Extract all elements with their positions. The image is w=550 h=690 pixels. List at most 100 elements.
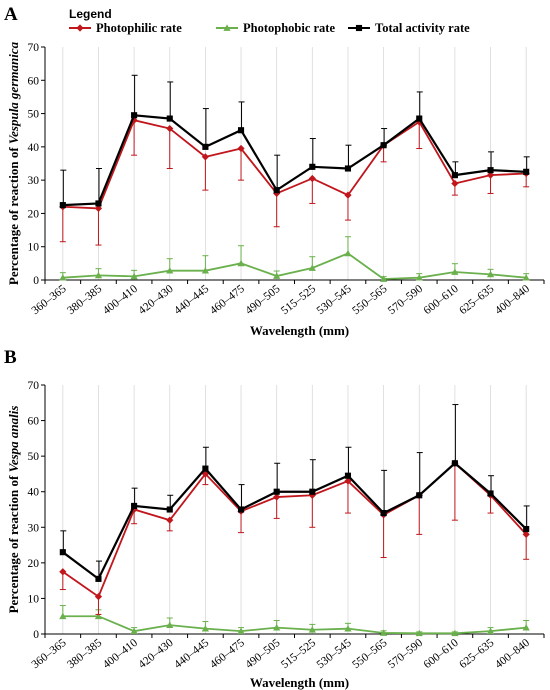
y-tick-label: 50: [28, 109, 40, 121]
x-axis-title: Wavelength (mm): [250, 675, 349, 690]
x-tick-label: 400–410: [101, 283, 140, 317]
series-line: [62, 461, 527, 581]
panel-letter-b: B: [4, 347, 17, 368]
data-point: [451, 629, 459, 637]
legend-marker-1: [223, 24, 231, 31]
x-tick-label: 400–840: [493, 283, 532, 317]
data-point: [202, 465, 209, 472]
data-point: [308, 626, 316, 633]
y-axis-title: Percentage of reaction of Vespa analis: [6, 406, 21, 614]
x-tick-label: 380–385: [65, 637, 104, 671]
data-point: [202, 143, 209, 150]
x-tick-label: 625–635: [457, 283, 496, 317]
data-point: [522, 623, 530, 631]
y-axis-title: Percentage of reaction of Vespula german…: [6, 41, 21, 285]
x-tick-label: 625–635: [457, 637, 496, 671]
data-point: [486, 270, 495, 278]
x-axis-title: Wavelength (mm): [250, 323, 349, 338]
data-point: [237, 259, 245, 267]
data-point: [416, 492, 423, 499]
x-tick-label: 380–385: [65, 283, 104, 317]
legend-title: Legend: [69, 7, 112, 21]
data-point: [59, 274, 67, 281]
series-line: [62, 114, 527, 207]
x-tick-label: 570–590: [386, 637, 425, 671]
data-point: [130, 627, 138, 635]
y-tick-label: 10: [28, 593, 40, 605]
data-point: [59, 202, 66, 209]
panel-letter-a: A: [4, 4, 18, 25]
data-point: [451, 268, 459, 275]
data-point: [273, 272, 281, 279]
x-tick-label: 360–365: [30, 637, 69, 671]
data-point: [344, 165, 352, 172]
data-point: [308, 174, 316, 183]
x-tick-label: 400–410: [101, 637, 140, 671]
data-point: [344, 249, 352, 257]
series-line: [62, 252, 527, 280]
y-tick-label: 60: [28, 416, 40, 428]
series-line: [62, 119, 527, 210]
data-point: [523, 526, 530, 533]
series-line: [62, 615, 527, 635]
x-tick-label: 550–565: [350, 637, 389, 671]
y-tick-label: 50: [28, 451, 40, 463]
legend-label-1: Photophobic rate: [243, 21, 335, 35]
data-point: [523, 168, 530, 175]
data-point: [451, 460, 458, 467]
series-photophobic-rate: [59, 236, 530, 282]
x-tick-label: 420–430: [136, 283, 175, 317]
data-point: [344, 477, 352, 485]
data-point: [131, 502, 138, 510]
series-photophobic-rate: [59, 605, 530, 637]
x-tick-label: 460–475: [208, 283, 247, 317]
y-tick-label: 30: [28, 522, 40, 534]
legend-label-2: Total activity rate: [375, 21, 470, 35]
legend: Legend Photophilic rate Photophobic rate T…: [69, 7, 470, 35]
y-tick-label: 20: [28, 558, 40, 570]
data-point: [344, 191, 352, 199]
x-tick-label: 440–445: [172, 283, 211, 317]
series-photophilic-rate: [59, 116, 530, 246]
data-point: [201, 625, 209, 632]
data-point: [522, 530, 530, 538]
x-tick-label: 440–445: [172, 637, 211, 671]
data-point: [166, 621, 174, 628]
data-point: [59, 568, 67, 576]
legend-marker-2: [355, 24, 363, 32]
data-point: [273, 493, 281, 501]
data-point: [166, 115, 173, 122]
y-tick-label: 20: [28, 208, 40, 220]
x-tick-label: 530–545: [315, 283, 354, 317]
y-tick-label: 40: [28, 142, 40, 154]
data-point: [59, 612, 67, 620]
data-point: [380, 142, 387, 149]
data-point: [130, 272, 138, 280]
x-tick-label: 600–610: [422, 283, 461, 317]
data-point: [309, 488, 316, 495]
x-tick-label: 570–590: [386, 283, 425, 317]
data-point: [94, 593, 103, 601]
y-tick-label: 70: [28, 380, 40, 392]
y-tick-label: 60: [28, 75, 40, 87]
legend-label-0: Photophilic rate: [96, 21, 182, 35]
x-tick-label: 515–525: [279, 283, 318, 317]
x-tick-label: 490–505: [243, 637, 282, 671]
data-point: [166, 267, 174, 274]
data-point: [344, 472, 352, 479]
data-point: [237, 506, 245, 513]
x-tick-label: 460–475: [208, 637, 247, 671]
series-line: [62, 462, 527, 599]
data-point: [59, 549, 66, 556]
data-point: [201, 153, 209, 161]
x-tick-label: 600–610: [422, 637, 461, 671]
x-tick-label: 400–840: [493, 637, 532, 671]
data-point: [522, 274, 530, 281]
panel-b-chart: 0 10 20 30 40 50 60 70 360–365380–385400–410420–…: [6, 380, 545, 690]
series-photophilic-rate: [59, 459, 530, 615]
data-point: [380, 509, 387, 517]
data-point: [486, 171, 495, 179]
x-tick-label: 490–505: [243, 283, 282, 317]
data-point: [415, 274, 423, 281]
